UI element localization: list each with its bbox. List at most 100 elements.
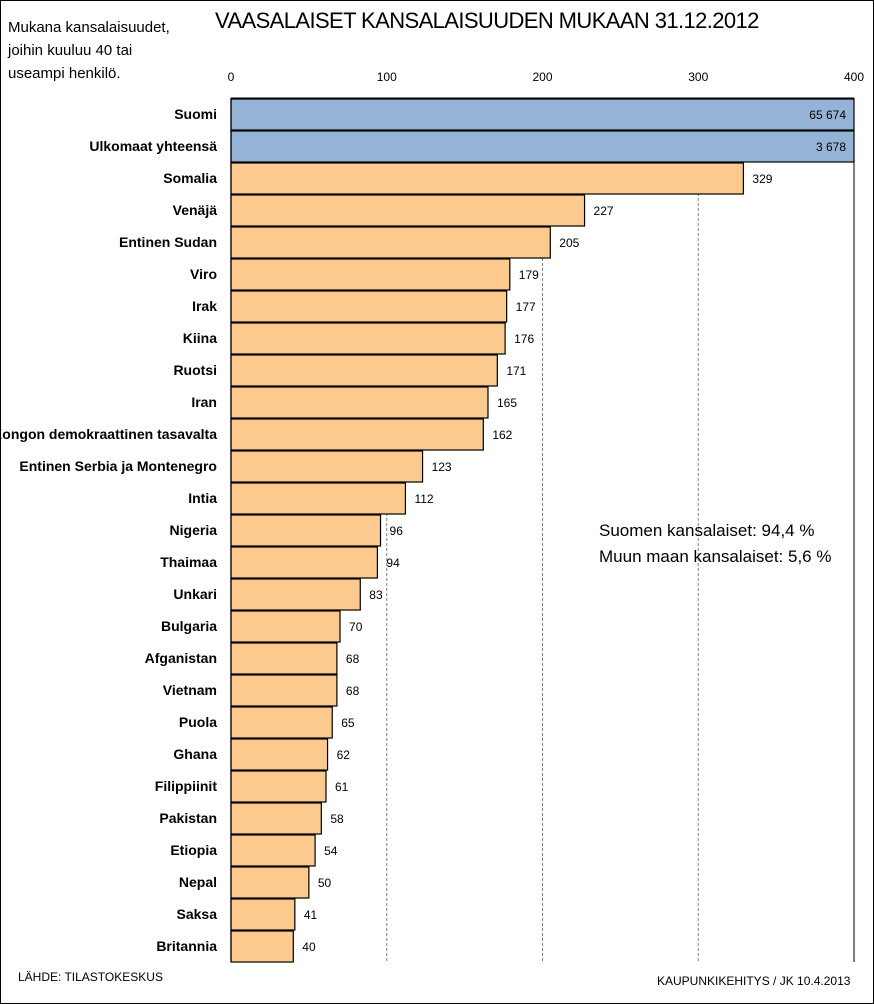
x-tick-label: 400 bbox=[844, 70, 864, 84]
category-label: Suomi bbox=[174, 106, 217, 122]
data-label: 68 bbox=[346, 652, 360, 666]
gridlines bbox=[386, 98, 699, 962]
bar bbox=[230, 930, 294, 963]
bar bbox=[230, 898, 296, 931]
category-label: Entinen Serbia ja Montenegro bbox=[19, 458, 217, 474]
bar bbox=[230, 194, 586, 227]
category-label: Somalia bbox=[163, 170, 217, 186]
bar bbox=[230, 226, 551, 259]
bar bbox=[230, 770, 327, 803]
bar bbox=[230, 130, 855, 163]
data-label: 329 bbox=[752, 172, 772, 186]
data-label: 65 bbox=[341, 716, 355, 730]
data-label: 205 bbox=[559, 236, 579, 250]
data-label: 50 bbox=[318, 876, 332, 890]
bar bbox=[230, 98, 855, 131]
source-note: LÄHDE: TILASTOKESKUS bbox=[18, 970, 163, 984]
data-label: 83 bbox=[369, 588, 383, 602]
data-label: 40 bbox=[302, 940, 316, 954]
category-label: Thaimaa bbox=[160, 554, 217, 570]
data-label: 94 bbox=[386, 556, 400, 570]
bar bbox=[230, 290, 508, 323]
category-label: Ruotsi bbox=[173, 362, 217, 378]
chart-note: Mukana kansalaisuudet, joihin kuuluu 40 … bbox=[8, 16, 170, 85]
data-label: 54 bbox=[324, 844, 338, 858]
category-label: Irak bbox=[192, 298, 217, 314]
chart-note-line: useampi henkilö. bbox=[8, 65, 121, 82]
category-label: Puola bbox=[179, 714, 217, 730]
bar bbox=[230, 386, 489, 419]
category-label: Ulkomaat yhteensä bbox=[89, 138, 217, 154]
category-label: Pakistan bbox=[159, 810, 217, 826]
chart-note-line: Mukana kansalaisuudet, bbox=[8, 19, 170, 36]
bar bbox=[230, 514, 382, 547]
axes bbox=[230, 97, 855, 962]
labels: 0 100 200 300 400 Suomi 65 674 Ulkomaat yhteens… bbox=[0, 70, 864, 954]
category-label: Kiina bbox=[183, 330, 217, 346]
data-label: 61 bbox=[335, 780, 349, 794]
category-label: Iran bbox=[191, 394, 217, 410]
citizenship-share: Suomen kansalaiset: 94,4 % Muun maan kan… bbox=[599, 518, 831, 570]
data-label: 70 bbox=[349, 620, 363, 634]
x-tick-label: 200 bbox=[532, 70, 552, 84]
category-label: Intia bbox=[188, 490, 217, 506]
category-label: Afganistan bbox=[145, 650, 217, 666]
data-label: 162 bbox=[492, 428, 512, 442]
x-tick-label: 300 bbox=[688, 70, 708, 84]
category-label: Viro bbox=[190, 266, 217, 282]
category-label: Etiopia bbox=[170, 842, 217, 858]
bar bbox=[230, 610, 341, 643]
bar bbox=[230, 866, 310, 899]
data-label: 65 674 bbox=[809, 108, 846, 122]
category-label: Vietnam bbox=[163, 682, 217, 698]
chart-note-line: joihin kuuluu 40 tai bbox=[8, 42, 133, 59]
chart-title: VAASALAISET KANSALAISUUDEN MUKAAN 31.12.… bbox=[215, 8, 759, 33]
data-label: 177 bbox=[516, 300, 536, 314]
bar bbox=[230, 482, 407, 515]
bar bbox=[230, 674, 338, 707]
bar bbox=[230, 802, 322, 835]
bar bbox=[230, 450, 424, 483]
category-label: Kongon demokraattinen tasavalta bbox=[0, 426, 217, 442]
category-label: Venäjä bbox=[173, 202, 218, 218]
data-label: 62 bbox=[337, 748, 351, 762]
bars bbox=[230, 98, 855, 963]
category-label: Bulgaria bbox=[161, 618, 217, 634]
data-label: 58 bbox=[330, 812, 344, 826]
credit-note: KAUPUNKIKEHITYS / JK 10.4.2013 bbox=[657, 974, 851, 988]
bar bbox=[230, 258, 511, 291]
bar bbox=[230, 578, 361, 611]
category-label: Ghana bbox=[173, 746, 217, 762]
data-label: 112 bbox=[414, 492, 433, 506]
bar bbox=[230, 706, 333, 739]
category-label: Nigeria bbox=[170, 522, 218, 538]
bar bbox=[230, 354, 498, 387]
data-label: 96 bbox=[390, 524, 404, 538]
data-label: 179 bbox=[519, 268, 539, 282]
data-label: 176 bbox=[514, 332, 534, 346]
x-tick-label: 0 bbox=[228, 70, 235, 84]
data-label: 165 bbox=[497, 396, 517, 410]
share-finnish: Suomen kansalaiset: 94,4 % bbox=[599, 521, 815, 540]
bar bbox=[230, 322, 506, 355]
x-tick-label: 100 bbox=[377, 70, 397, 84]
category-label: Nepal bbox=[179, 874, 217, 890]
data-label: 123 bbox=[432, 460, 452, 474]
category-label: Unkari bbox=[173, 586, 217, 602]
data-label: 227 bbox=[594, 204, 614, 218]
bar bbox=[230, 834, 316, 867]
data-label: 171 bbox=[506, 364, 526, 378]
bar bbox=[230, 738, 329, 771]
data-label: 3 678 bbox=[816, 140, 846, 154]
share-foreign: Muun maan kansalaiset: 5,6 % bbox=[599, 547, 832, 566]
category-label: Entinen Sudan bbox=[119, 234, 217, 250]
category-label: Britannia bbox=[156, 938, 217, 954]
bar bbox=[230, 642, 338, 675]
category-label: Filippiinit bbox=[155, 778, 218, 794]
bar bbox=[230, 546, 379, 579]
data-label: 41 bbox=[304, 908, 318, 922]
data-label: 68 bbox=[346, 684, 360, 698]
bar bbox=[230, 162, 745, 195]
bar bbox=[230, 418, 484, 451]
